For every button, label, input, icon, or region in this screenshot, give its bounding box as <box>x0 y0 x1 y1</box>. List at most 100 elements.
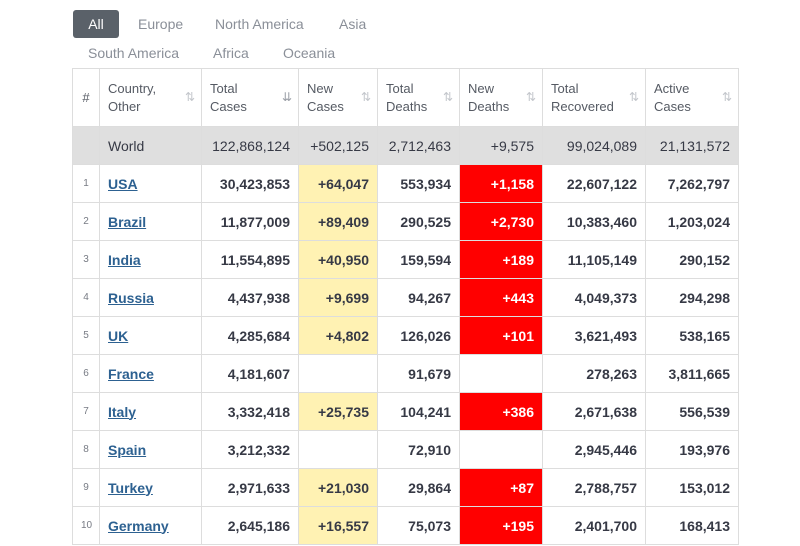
total-recovered-cell: 22,607,122 <box>542 164 646 203</box>
row-number: 8 <box>72 430 100 469</box>
table-row: 1 USA 30,423,853 +64,047 553,934 +1,158 22,607… <box>72 164 739 203</box>
new-deaths-cell <box>459 430 543 469</box>
new-deaths-cell: +101 <box>459 316 543 355</box>
total-deaths-cell: 91,679 <box>377 354 460 393</box>
new-deaths-cell: +1,158 <box>459 164 543 203</box>
row-number: 3 <box>72 240 100 279</box>
header-total-deaths[interactable]: Total Deaths ⇅ <box>377 68 460 127</box>
new-cases-cell: +16,557 <box>298 506 378 545</box>
new-cases-cell: +40,950 <box>298 240 378 279</box>
header-country[interactable]: Country, Other ⇅ <box>99 68 202 127</box>
new-cases-cell: +25,735 <box>298 392 378 431</box>
sort-arrows-icon[interactable]: ⇅ <box>721 89 732 104</box>
total-deaths-cell: 75,073 <box>377 506 460 545</box>
new-cases-cell <box>298 430 378 469</box>
new-cases-cell: +64,047 <box>298 164 378 203</box>
total-cases-cell: 11,877,009 <box>201 202 299 241</box>
country-link[interactable]: France <box>108 365 154 382</box>
country-link[interactable]: Brazil <box>108 213 147 230</box>
active-cases-cell: 7,262,797 <box>645 164 739 203</box>
tab-oceania[interactable]: Oceania <box>283 45 336 61</box>
row-number: 7 <box>72 392 100 431</box>
tab-north-america[interactable]: North America <box>215 16 304 32</box>
world-label: World <box>99 126 202 165</box>
new-deaths-cell: +386 <box>459 392 543 431</box>
active-cases-cell: 168,413 <box>645 506 739 545</box>
new-deaths-cell: +443 <box>459 278 543 317</box>
total-deaths-cell: 159,594 <box>377 240 460 279</box>
total-recovered-cell: 2,401,700 <box>542 506 646 545</box>
active-cases-cell: 294,298 <box>645 278 739 317</box>
new-deaths-cell <box>459 354 543 393</box>
active-cases-cell: 153,012 <box>645 468 739 507</box>
table-row: 7 Italy 3,332,418 +25,735 104,241 +386 2,671,6… <box>72 392 739 431</box>
new-cases-cell: +89,409 <box>298 202 378 241</box>
sort-arrows-icon[interactable]: ⇅ <box>525 89 536 104</box>
table-row: 10 Germany 2,645,186 +16,557 75,073 +195 2,401… <box>72 506 739 545</box>
covid-table: # Country, Other ⇅ Total Cases ⇊ New Cases… <box>72 68 739 545</box>
world-row: World 122,868,124 +502,125 2,712,463 +9,… <box>72 126 739 165</box>
total-deaths-cell: 72,910 <box>377 430 460 469</box>
header-new-cases[interactable]: New Cases ⇅ <box>298 68 378 127</box>
country-link[interactable]: USA <box>108 175 138 192</box>
total-deaths-cell: 553,934 <box>377 164 460 203</box>
table-row: 9 Turkey 2,971,633 +21,030 29,864 +87 2,788,75… <box>72 468 739 507</box>
new-deaths-cell: +87 <box>459 468 543 507</box>
active-cases-cell: 193,976 <box>645 430 739 469</box>
tab-all[interactable]: All <box>73 10 119 38</box>
table-row: 3 India 11,554,895 +40,950 159,594 +189 11,105… <box>72 240 739 279</box>
tab-europe[interactable]: Europe <box>138 16 184 32</box>
total-cases-cell: 2,971,633 <box>201 468 299 507</box>
country-link[interactable]: Italy <box>108 403 137 420</box>
header-total-cases[interactable]: Total Cases ⇊ <box>201 68 299 127</box>
country-cell: USA <box>99 164 202 203</box>
country-cell: Brazil <box>99 202 202 241</box>
total-deaths-cell: 94,267 <box>377 278 460 317</box>
total-recovered-cell: 2,788,757 <box>542 468 646 507</box>
world-total-deaths: 2,712,463 <box>377 126 460 165</box>
header-new-deaths[interactable]: New Deaths ⇅ <box>459 68 543 127</box>
total-deaths-cell: 29,864 <box>377 468 460 507</box>
row-number: 5 <box>72 316 100 355</box>
table-row: 8 Spain 3,212,332 72,910 2,945,446 193,976 <box>72 430 739 469</box>
total-cases-cell: 2,645,186 <box>201 506 299 545</box>
sort-arrows-icon[interactable]: ⇅ <box>360 89 371 104</box>
table-row: 6 France 4,181,607 91,679 278,263 3,811,665 <box>72 354 739 393</box>
table-row: 4 Russia 4,437,938 +9,699 94,267 +443 4,049,37… <box>72 278 739 317</box>
total-recovered-cell: 11,105,149 <box>542 240 646 279</box>
active-cases-cell: 3,811,665 <box>645 354 739 393</box>
header-total-recovered[interactable]: Total Recovered ⇅ <box>542 68 646 127</box>
country-cell: France <box>99 354 202 393</box>
world-new-cases: +502,125 <box>298 126 378 165</box>
total-cases-cell: 4,285,684 <box>201 316 299 355</box>
table-header: # Country, Other ⇅ Total Cases ⇊ New Cases… <box>72 68 739 127</box>
country-link[interactable]: Germany <box>108 517 169 534</box>
total-cases-cell: 3,212,332 <box>201 430 299 469</box>
new-cases-cell: +21,030 <box>298 468 378 507</box>
total-recovered-cell: 10,383,460 <box>542 202 646 241</box>
country-link[interactable]: Turkey <box>108 479 153 496</box>
new-deaths-cell: +195 <box>459 506 543 545</box>
sort-arrows-icon[interactable]: ⇅ <box>628 89 639 104</box>
country-link[interactable]: India <box>108 251 141 268</box>
country-cell: Germany <box>99 506 202 545</box>
country-link[interactable]: Spain <box>108 441 147 458</box>
country-cell: Spain <box>99 430 202 469</box>
tab-africa[interactable]: Africa <box>213 45 249 61</box>
country-link[interactable]: UK <box>108 327 129 344</box>
tab-south-america[interactable]: South America <box>88 45 180 61</box>
table-row: 5 UK 4,285,684 +4,802 126,026 +101 3,621,493 53… <box>72 316 739 355</box>
sort-arrows-icon[interactable]: ⇅ <box>442 89 453 104</box>
total-cases-cell: 3,332,418 <box>201 392 299 431</box>
sort-desc-icon[interactable]: ⇊ <box>281 89 292 104</box>
country-link[interactable]: Russia <box>108 289 154 306</box>
tab-asia[interactable]: Asia <box>339 16 367 32</box>
total-recovered-cell: 278,263 <box>542 354 646 393</box>
header-num: # <box>72 68 100 127</box>
country-cell: UK <box>99 316 202 355</box>
total-cases-cell: 4,437,938 <box>201 278 299 317</box>
row-number: 2 <box>72 202 100 241</box>
world-total-cases: 122,868,124 <box>201 126 299 165</box>
sort-arrows-icon[interactable]: ⇅ <box>184 89 195 104</box>
header-active-cases[interactable]: Active Cases ⇅ <box>645 68 739 127</box>
